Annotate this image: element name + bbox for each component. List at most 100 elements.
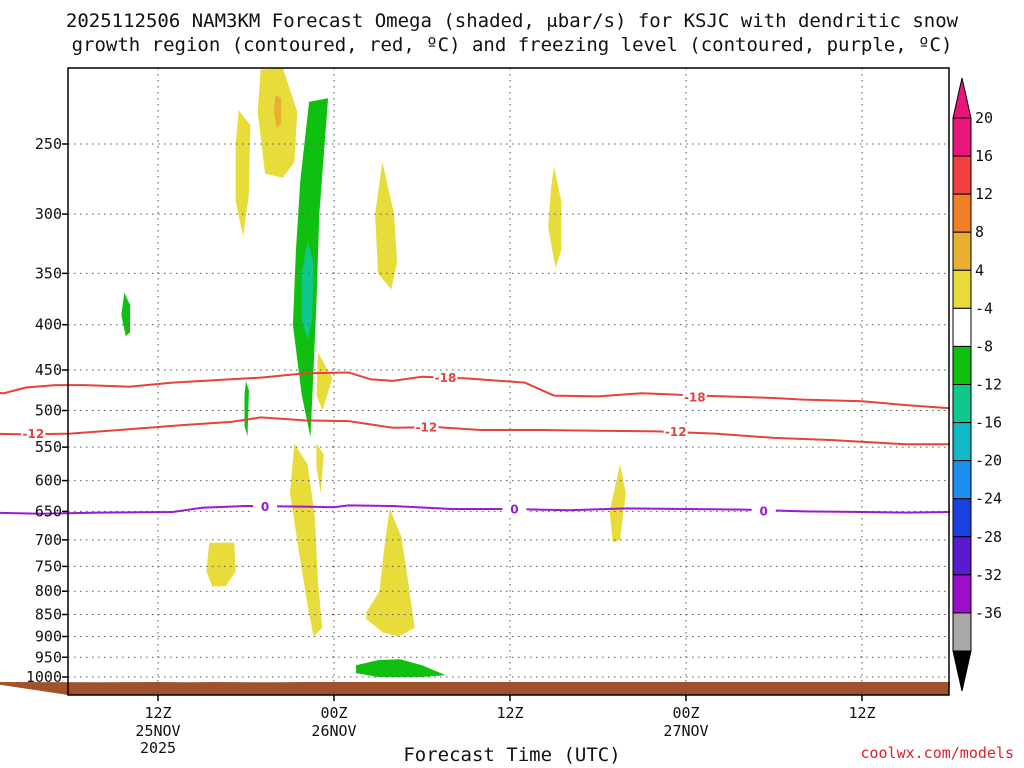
contour-label: -18	[435, 371, 457, 385]
omega-region	[366, 508, 415, 637]
x-tick-label: 00Z	[320, 704, 347, 722]
chart-title-line2: growth region (contoured, red, ºC) and f…	[71, 34, 953, 56]
contour-label-bg	[433, 370, 458, 384]
omega-region	[316, 443, 324, 494]
contour-label: -18	[684, 391, 706, 405]
colorbar-segment	[952, 193, 972, 233]
colorbar-label: -32	[975, 566, 1002, 584]
colorbar-segment	[952, 498, 972, 538]
omega-region	[244, 380, 249, 437]
colorbar-segment	[952, 460, 972, 500]
contour-label: 0	[510, 503, 518, 517]
colorbar-segment	[952, 384, 972, 424]
x-tick-date: 25NOV	[135, 722, 180, 740]
x-axis-label: Forecast Time (UTC)	[403, 744, 621, 766]
omega-region	[316, 352, 333, 411]
x-tick-date: 27NOV	[663, 722, 708, 740]
colorbar-label: -4	[975, 299, 993, 317]
terrain	[0, 682, 950, 695]
colorbar-top-arrow	[952, 77, 972, 119]
contour-line	[0, 371, 951, 410]
colorbar-segment	[952, 345, 972, 385]
x-tick-date: 26NOV	[311, 722, 356, 740]
y-tick-label: 1000	[26, 668, 62, 686]
contour-label-bg	[414, 420, 439, 434]
colorbar-segment	[952, 269, 972, 309]
y-tick-label: 350	[35, 264, 62, 282]
y-tick-label: 300	[35, 205, 62, 223]
colorbar-label: 12	[975, 185, 993, 203]
x-tick-label: 12Z	[496, 704, 523, 722]
omega-region	[375, 162, 398, 290]
colorbar-segment	[952, 155, 972, 195]
colorbar-segment	[952, 574, 972, 614]
colorbar-segment	[952, 536, 972, 576]
contour-label: -12	[22, 427, 44, 441]
y-tick-label: 650	[35, 502, 62, 520]
x-tick-year: 2025	[140, 739, 176, 757]
contour-label-bg	[21, 426, 46, 440]
x-tick-label: 12Z	[848, 704, 875, 722]
terrain-fill	[0, 682, 950, 695]
contour-label-bg	[502, 502, 527, 515]
contour-label: -12	[416, 421, 438, 435]
colorbar-label: -16	[975, 414, 1002, 432]
contours: -18 -18 -12 -12 -12 0 0 0	[0, 370, 951, 518]
colorbar-label: -12	[975, 376, 1002, 394]
colorbar-bottom-arrow	[952, 650, 972, 692]
omega-region	[121, 292, 131, 337]
colorbar-label: -24	[975, 490, 1002, 508]
y-tick-label: 700	[35, 531, 62, 549]
contour-label-bg	[663, 424, 688, 438]
y-tick-label: 400	[35, 316, 62, 334]
contour-line	[0, 416, 950, 446]
omega-region	[301, 241, 314, 339]
y-tick-label: 900	[35, 627, 62, 645]
colorbar-segment	[952, 422, 972, 462]
omega-region	[273, 94, 282, 129]
colorbar-label: -28	[975, 528, 1002, 546]
colorbar-segment	[952, 307, 972, 347]
colorbar-segment	[952, 612, 972, 652]
colorbar-segment	[952, 117, 972, 157]
y-tick-label: 250	[35, 135, 62, 153]
contour-line	[0, 504, 951, 515]
plot-frame	[67, 67, 950, 696]
y-tick-label: 500	[35, 402, 62, 420]
colorbar-label: -20	[975, 452, 1002, 470]
contour-label-bg	[682, 390, 707, 404]
omega-shading	[121, 67, 626, 677]
contour-label: 0	[261, 500, 269, 514]
y-tick-label: 850	[35, 606, 62, 624]
omega-region	[290, 443, 323, 637]
omega-region	[235, 110, 251, 237]
colorbar-label: 4	[975, 261, 984, 279]
colorbar-label: -36	[975, 604, 1002, 622]
x-tick-label: 12Z	[144, 704, 171, 722]
x-tick-label: 00Z	[672, 704, 699, 722]
y-axis: 250 300 350 400 450 500 550 600 650 700 750 800 850 9…	[26, 135, 68, 686]
contour-label: 0	[760, 504, 768, 518]
colorbar-label: 16	[975, 147, 993, 165]
contour-label-bg	[253, 499, 278, 513]
y-tick-label: 550	[35, 438, 62, 456]
y-tick-label: 800	[35, 582, 62, 600]
colorbar: 20 16 12 8 4 -4 -8 -12 -16 -20 -24 -28 -32 -36	[952, 77, 1002, 692]
y-tick-label: 750	[35, 557, 62, 575]
omega-region	[548, 166, 562, 268]
contour-label: -12	[665, 425, 687, 439]
colorbar-segment	[952, 231, 972, 271]
colorbar-label: 20	[975, 109, 993, 127]
colorbar-label: -8	[975, 337, 993, 355]
omega-region	[609, 464, 626, 543]
y-tick-label: 600	[35, 472, 62, 490]
y-tick-label: 450	[35, 361, 62, 379]
watermark: coolwx.com/models	[860, 744, 1014, 762]
omega-region	[356, 659, 446, 677]
colorbar-label: 8	[975, 223, 984, 241]
y-tick-label: 950	[35, 648, 62, 666]
contour-label-bg	[751, 503, 776, 517]
omega-region	[206, 542, 236, 587]
